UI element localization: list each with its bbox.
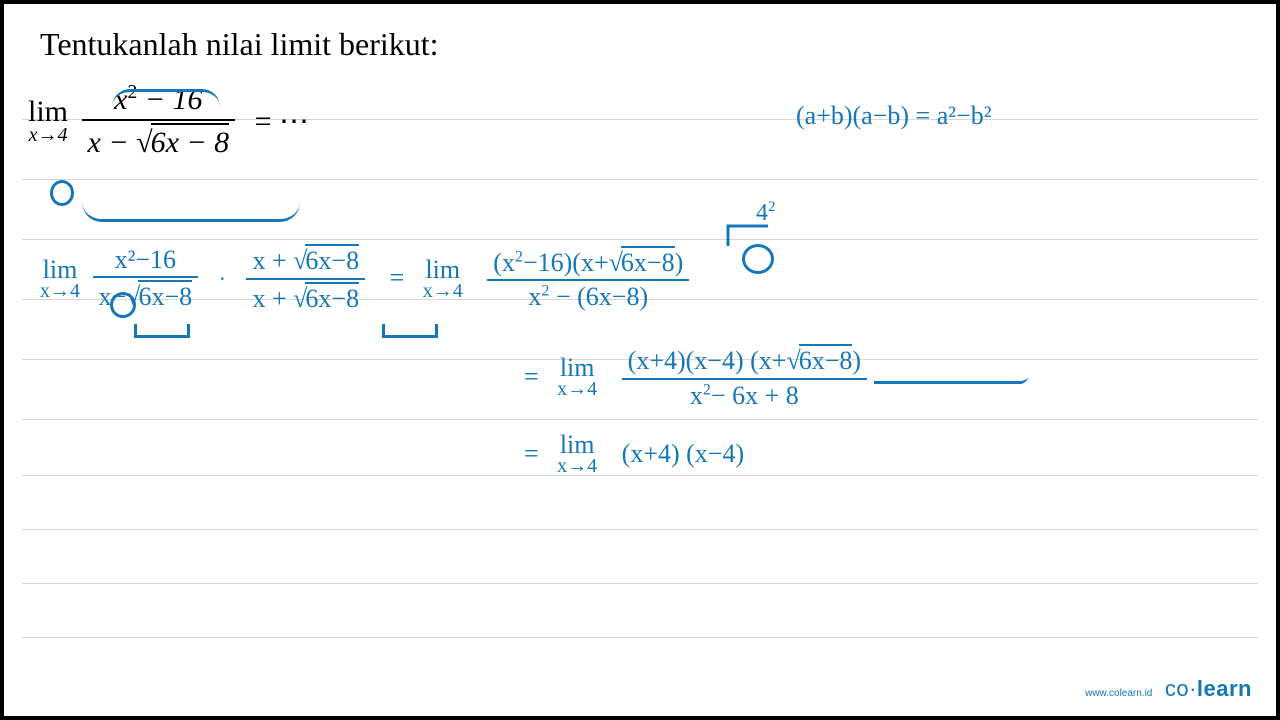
equals: = xyxy=(390,263,405,292)
numerator: x + √6x−8 xyxy=(246,244,365,278)
step1-rhs-frac: (x2−16)(x+√6x−8) x2 − (6x−8) xyxy=(487,246,689,312)
arc-anno-numerator xyxy=(112,89,220,107)
lim-subscript: x→4 xyxy=(40,281,80,301)
page: Tentukanlah nilai limit berikut: lim x→4… xyxy=(4,4,1276,716)
sqrt-arg: 6x−8 xyxy=(305,282,359,314)
denominator: x−√6x−8 xyxy=(93,276,199,312)
equals-dots: = ⋯ xyxy=(255,105,309,138)
denominator: x − √6x − 8 xyxy=(82,119,236,160)
sqrt-arg: 6x−8 xyxy=(305,244,359,276)
lim-subscript: x→4 xyxy=(557,456,597,476)
numerator: (x+4)(x−4) (x+√6x−8) xyxy=(622,344,867,378)
watermark: www.colearn.id co·learn xyxy=(1085,676,1252,702)
step-1: lim x→4 x²−16 x−√6x−8 · x + √6x−8 x + √6… xyxy=(40,244,695,313)
den-text: x + xyxy=(252,284,293,313)
leader-line-icon xyxy=(724,222,772,248)
logo-dot: · xyxy=(1189,676,1197,701)
step-2: = lim x→4 (x+4)(x−4) (x+√6x−8) x2− 6x + … xyxy=(524,344,873,410)
watermark-url: www.colearn.id xyxy=(1085,688,1152,699)
circle-anno-x xyxy=(110,292,136,318)
lim-symbol: lim x→4 xyxy=(423,257,463,301)
circle-anno-sixteen xyxy=(742,244,774,274)
lim-symbol: lim x→4 xyxy=(28,97,68,145)
denominator: x2 − (6x−8) xyxy=(487,279,689,312)
lim-subscript: x→4 xyxy=(557,379,597,399)
identity-formula: (a+b)(a−b) = a²−b² xyxy=(796,102,992,131)
watermark-logo: co·learn xyxy=(1165,676,1252,701)
numerator: x²−16 xyxy=(93,246,199,277)
step1-frac2: x + √6x−8 x + √6x−8 xyxy=(246,244,365,313)
step1-frac1: x²−16 x−√6x−8 xyxy=(93,246,199,312)
circle-anno-four xyxy=(50,180,74,206)
lim-symbol: lim x→4 xyxy=(40,257,80,301)
logo-part-a: co xyxy=(1165,676,1189,701)
sqrt-arg: 6x−8 xyxy=(799,344,853,376)
denominator: x + √6x−8 xyxy=(246,278,365,314)
logo-part-b: learn xyxy=(1197,676,1252,701)
sqrt-arg: 6x−8 xyxy=(621,246,675,278)
title-text: Tentukanlah nilai limit berikut: xyxy=(40,26,439,63)
lim-symbol: lim x→4 xyxy=(557,355,597,399)
numerator: (x2−16)(x+√6x−8) xyxy=(487,246,689,280)
sqrt-arg: 6x−8 xyxy=(138,280,192,312)
lim-subscript: x→4 xyxy=(423,281,463,301)
denominator: x2− 6x + 8 xyxy=(622,378,867,411)
expr: (x+4) (x−4) xyxy=(622,439,744,468)
lim-subscript: x→4 xyxy=(28,125,68,145)
underline-anno xyxy=(874,376,1028,384)
equals: = xyxy=(524,439,539,468)
num-text: x + xyxy=(252,246,293,275)
step2-frac: (x+4)(x−4) (x+√6x−8) x2− 6x + 8 xyxy=(622,344,867,410)
arc-anno-denominator xyxy=(82,202,300,222)
bracket-anno-den1 xyxy=(134,324,190,338)
lim-symbol: lim x→4 xyxy=(557,432,597,476)
step-3: = lim x→4 (x+4) (x−4) xyxy=(524,432,744,476)
multiply-dot: · xyxy=(219,266,226,291)
equals: = xyxy=(524,362,539,391)
bracket-anno-den2 xyxy=(382,324,438,338)
